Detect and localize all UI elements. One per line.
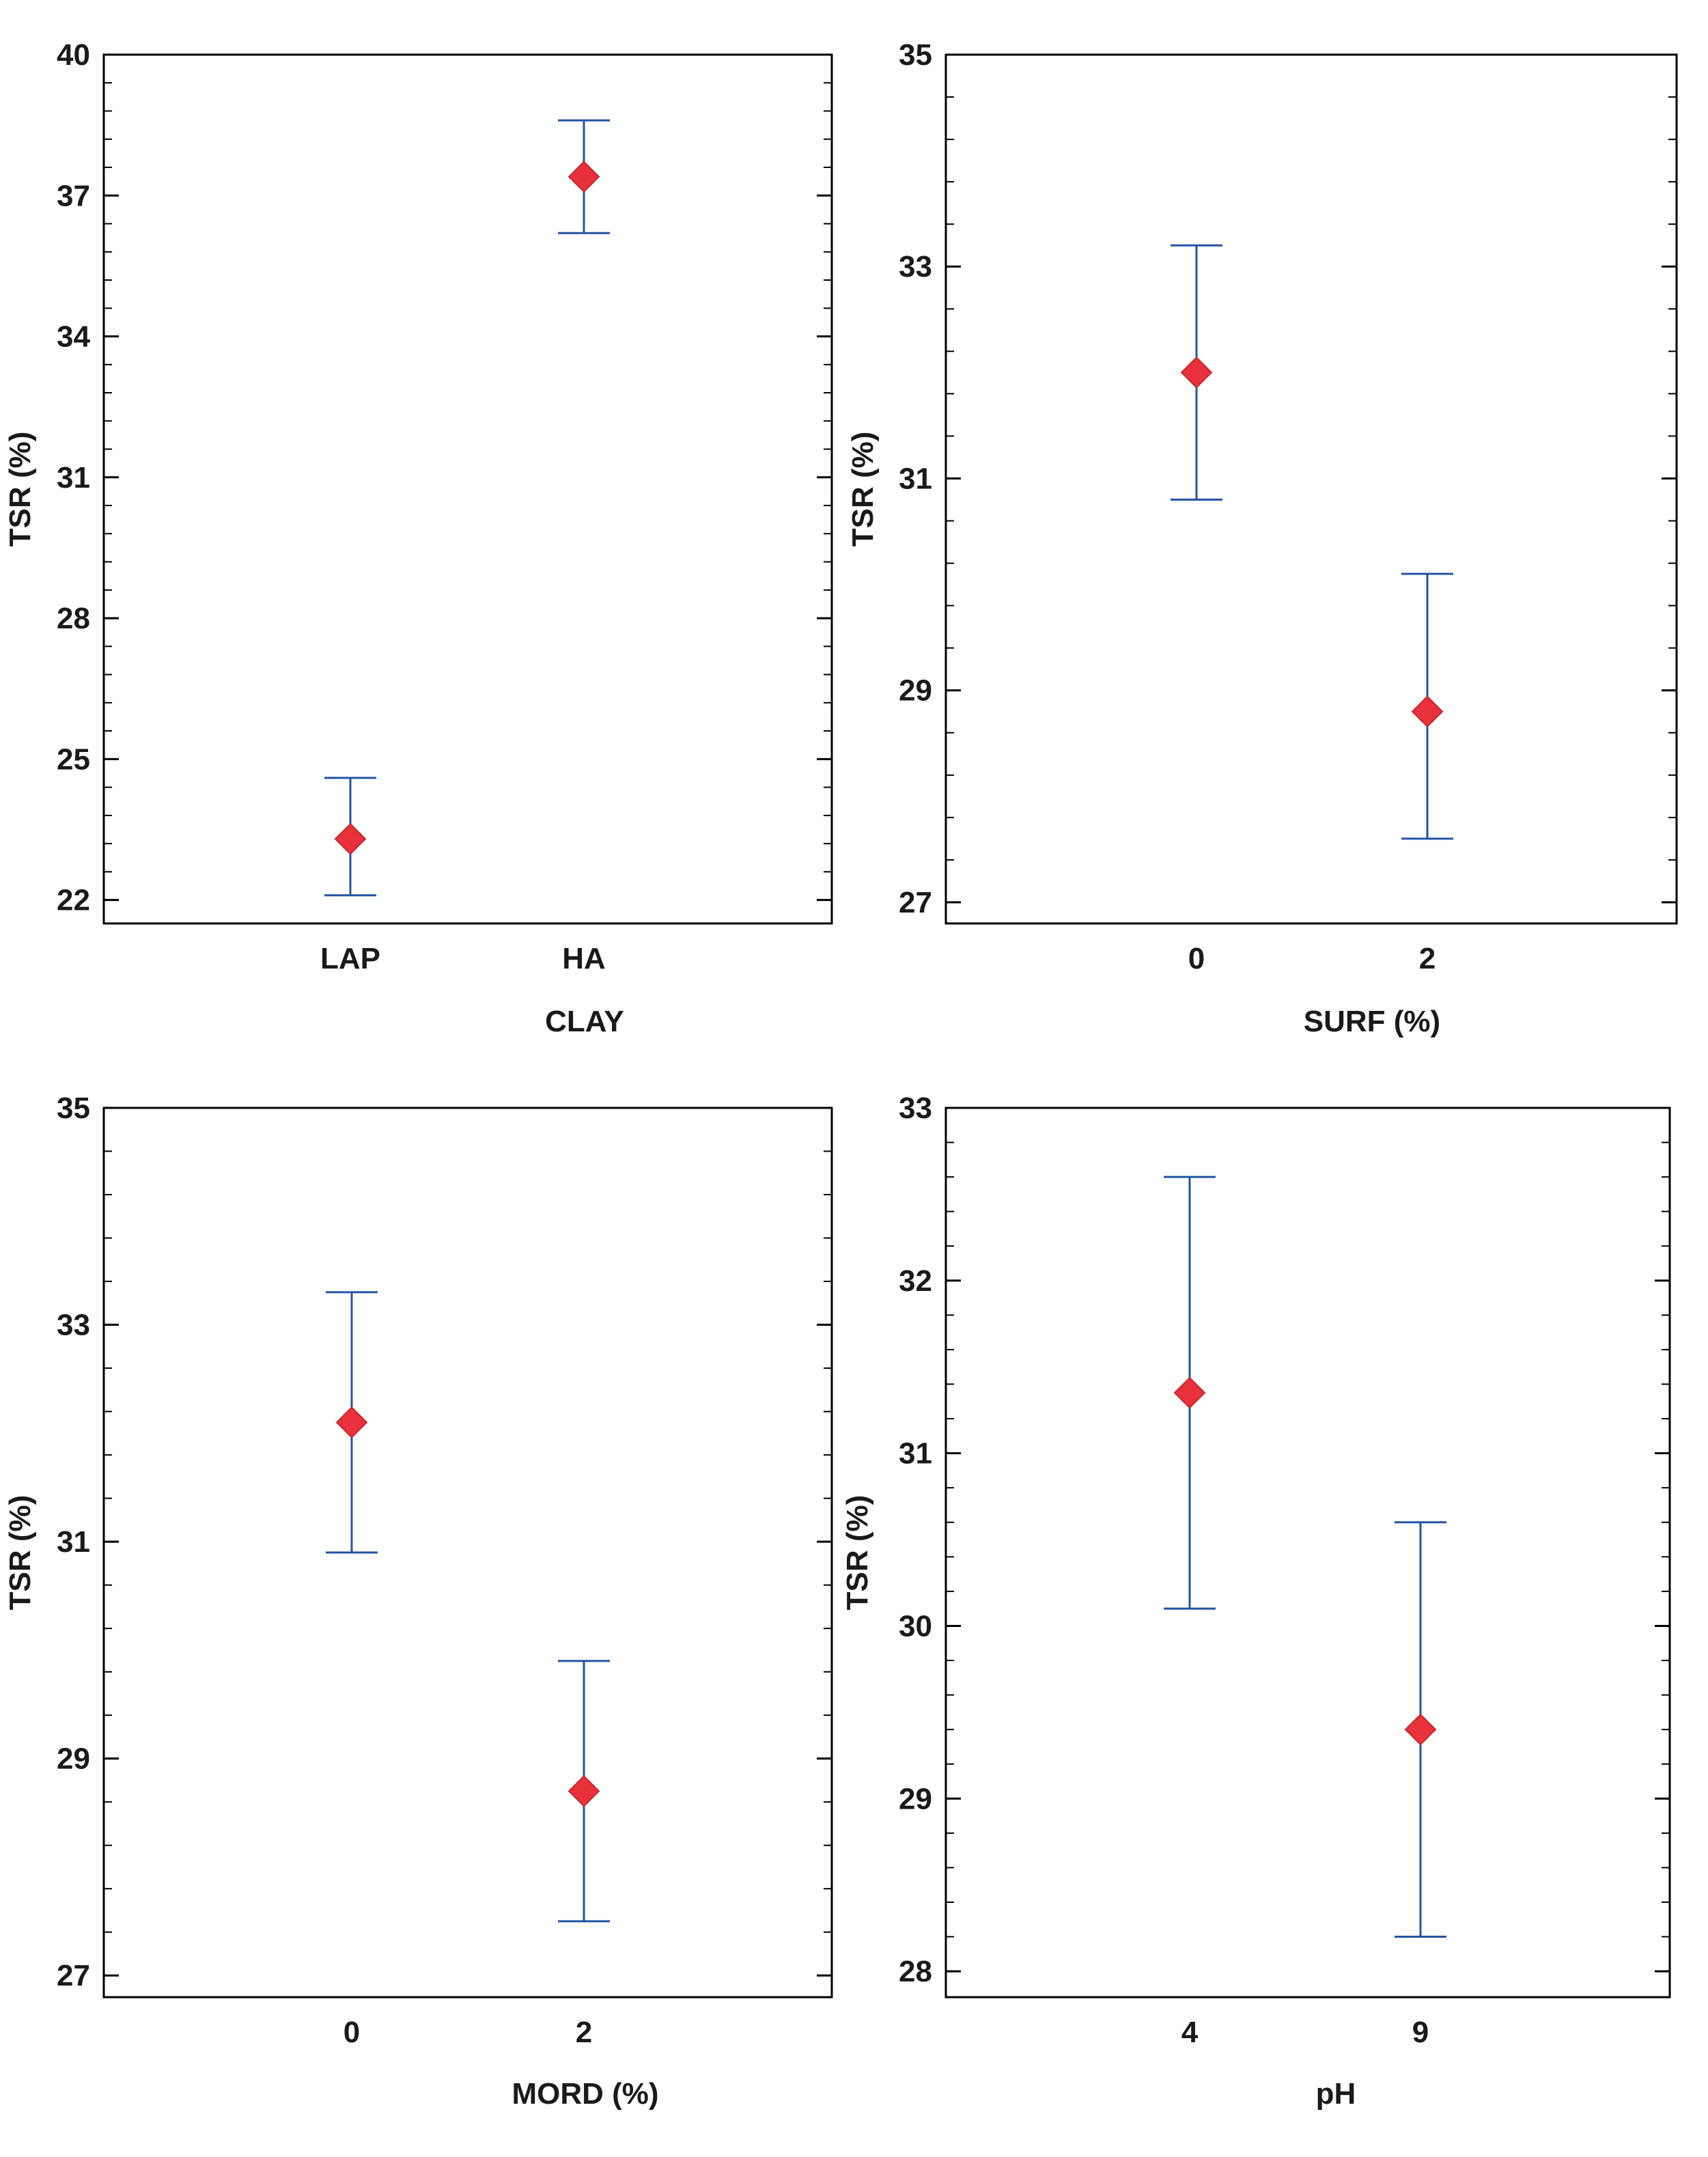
x-tick-label: 9	[1412, 2016, 1429, 2049]
y-tick-label: 28	[899, 1955, 932, 1988]
y-tick-label: 33	[57, 1309, 90, 1342]
x-axis-title: SURF (%)	[1304, 1005, 1440, 1038]
mean-marker	[1411, 695, 1444, 728]
plot-frame	[102, 53, 833, 925]
mean-marker	[335, 1406, 368, 1438]
y-tick-label: 34	[57, 320, 90, 354]
y-tick-label: 27	[899, 886, 932, 919]
y-tick-label: 25	[57, 742, 90, 776]
plot-frame	[944, 53, 1678, 925]
mean-marker	[568, 161, 600, 193]
y-tick-label: 28	[57, 602, 90, 635]
x-tick-label: 2	[576, 2016, 592, 2049]
x-axis-title: CLAY	[545, 1005, 624, 1038]
y-tick-label: 29	[57, 1742, 90, 1776]
y-tick-label: 35	[899, 38, 932, 72]
mean-marker	[1404, 1713, 1437, 1746]
x-axis-title: pH	[1316, 2077, 1356, 2111]
y-tick-label: 31	[57, 461, 90, 495]
mean-marker	[334, 822, 367, 855]
y-tick-label: 31	[57, 1525, 90, 1559]
x-tick-label: 4	[1181, 2016, 1199, 2049]
panel-ph: 28 29 30 31 32 33 TSR (%) 4 9 pH	[841, 1091, 1671, 2111]
x-tick-label: HA	[562, 942, 606, 975]
mean-marker	[1173, 1376, 1206, 1409]
y-axis-title: TSR (%)	[3, 432, 37, 547]
x-tick-label: 0	[1188, 942, 1205, 975]
y-tick-label: 29	[899, 1782, 932, 1815]
mean-marker	[568, 1775, 600, 1807]
x-tick-label: 2	[1419, 942, 1436, 975]
y-tick-label: 33	[899, 1091, 932, 1125]
mean-marker	[1180, 356, 1213, 389]
y-tick-label: 32	[899, 1264, 932, 1298]
panel-mord: 27 29 31 33 35 TSR (%) 0 2 MORD (%)	[3, 1091, 833, 2111]
y-tick-label: 27	[57, 1959, 90, 1992]
panel-surf: 27 29 31 33 35 TSR (%) 0 2 SURF (%)	[846, 38, 1678, 1038]
y-axis-title: TSR (%)	[3, 1495, 37, 1611]
y-tick-label: 33	[899, 250, 932, 283]
plot-frame	[102, 1107, 833, 1999]
y-axis-title: TSR (%)	[841, 1495, 874, 1611]
y-tick-label: 31	[899, 1437, 932, 1471]
y-tick-label: 35	[57, 1091, 90, 1125]
plot-frame	[944, 1107, 1671, 1999]
x-axis-title: MORD (%)	[512, 2077, 658, 2111]
y-tick-label: 29	[899, 674, 932, 708]
y-tick-label: 40	[57, 38, 90, 72]
y-axis-title: TSR (%)	[846, 432, 880, 547]
y-tick-label: 22	[57, 884, 90, 917]
x-tick-label: 0	[344, 2016, 360, 2049]
y-tick-label: 31	[899, 462, 932, 495]
y-tick-label: 37	[57, 179, 90, 212]
x-tick-label: LAP	[320, 942, 380, 975]
y-tick-label: 30	[899, 1609, 932, 1643]
panel-clay: 22 25 28 31 34 37 40 TSR (%) LAP HA CLAY	[3, 38, 833, 1038]
